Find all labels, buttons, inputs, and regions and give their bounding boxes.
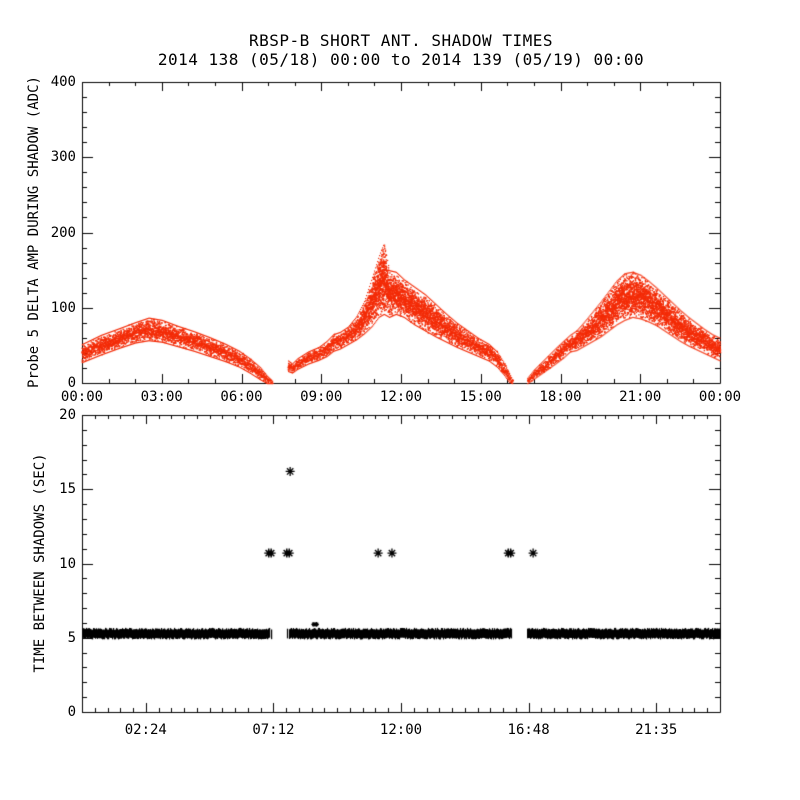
top-panel-y-tick-label: 200 xyxy=(50,224,76,241)
bottom-panel-y-tick-label: 5 xyxy=(67,629,76,646)
bottom-panel-y-tick-label: 15 xyxy=(59,481,76,498)
plot-title: RBSP-B SHORT ANT. SHADOW TIMES xyxy=(249,31,553,50)
bottom-panel-x-tick-label: 16:48 xyxy=(507,722,550,738)
bottom-panel-x-tick-label: 02:24 xyxy=(124,722,167,738)
bottom-panel-x-tick-label: 21:35 xyxy=(635,722,678,738)
top-panel-y-tick-label: 100 xyxy=(50,299,76,316)
bottom-panel-y-tick-label: 20 xyxy=(59,407,76,423)
plot-subtitle-date-range: 2014 138 (05/18) 00:00 to 2014 139 (05/1… xyxy=(157,50,645,69)
bottom-panel-y-tick-label: 0 xyxy=(67,704,76,720)
bottom-panel-x-tick-label: 12:00 xyxy=(379,722,423,738)
top-panel-x-tick-label: 12:00 xyxy=(379,389,423,405)
top-panel-y-tick-label: 400 xyxy=(50,74,76,90)
top-panel-y-tick-label: 300 xyxy=(50,149,76,166)
top-panel-x-tick-label: 03:00 xyxy=(140,389,183,405)
top-panel-x-tick-label: 09:00 xyxy=(300,389,343,405)
top-panel-x-tick-label: 21:00 xyxy=(619,389,662,405)
top-panel-x-tick-label: 06:00 xyxy=(220,389,263,405)
bottom-panel-x-tick-label: 07:12 xyxy=(252,722,295,738)
top-panel-y-tick-label: 0 xyxy=(67,375,76,391)
top-panel-x-tick-label: 15:00 xyxy=(459,389,502,405)
top-panel-x-tick-label: 00:00 xyxy=(60,389,104,405)
top-panel-x-tick-label: 18:00 xyxy=(539,389,582,405)
top-panel-x-tick-label: 00:00 xyxy=(698,389,742,405)
bottom-panel-y-tick-label: 10 xyxy=(59,555,76,572)
